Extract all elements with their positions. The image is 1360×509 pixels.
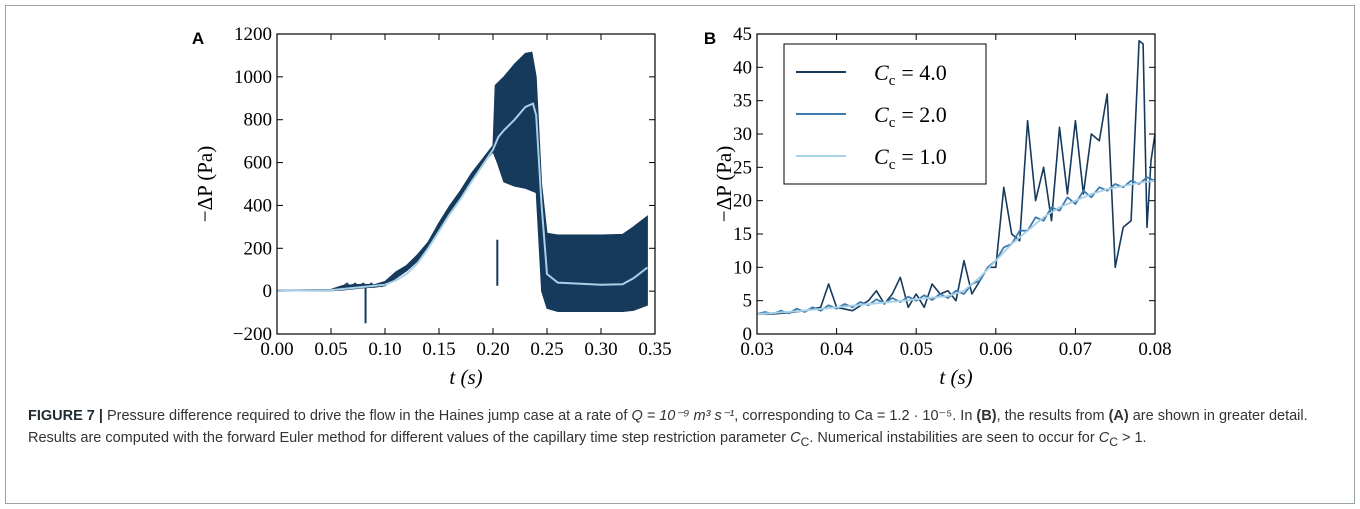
x-tick-label: 0.30 (584, 339, 617, 360)
plot-area (757, 39, 1155, 315)
x-tick-label: 0.20 (476, 339, 509, 360)
caption-text-2: , corresponding to (734, 408, 855, 424)
y-axis-title: −ΔP (Pa) (712, 146, 736, 222)
x-axis-title: t (s) (449, 365, 482, 389)
plot-frame (276, 33, 656, 335)
caption-text-4: , the results from (996, 408, 1109, 424)
y-tick-label: 5 (743, 291, 753, 312)
legend-entry: Cc = 1.0 (874, 144, 947, 173)
y-axis-title: −ΔP (Pa) (193, 146, 217, 222)
panel-label: A (192, 29, 204, 48)
x-axis-title: t (s) (939, 365, 972, 389)
x-tick-label: 0.25 (530, 339, 563, 360)
x-tick-label: 0.04 (820, 339, 854, 360)
y-tick-label: 40 (733, 57, 752, 78)
caption-text-1: Pressure difference required to drive th… (102, 408, 632, 424)
figure-canvas: 0.00 0.05 0.10 0.15 0.20 0.25 0.30 0.35−2000200… (192, 24, 1172, 389)
chart-panel-a: 0.00 0.05 0.10 0.15 0.20 0.25 0.30 0.35 −200 0 200… (192, 24, 672, 389)
y-tick-label: 400 (244, 195, 273, 216)
y-tick-label: 10 (733, 257, 752, 278)
caption-ref-a: (A) (1108, 408, 1129, 424)
y-tick-label: 35 (733, 91, 752, 112)
figure-caption: FIGURE 7 | Pressure difference required … (28, 405, 1338, 453)
caption-cc-subscript-2: C (1109, 434, 1118, 449)
y-tick-label: 25 (733, 157, 752, 178)
y-tick-label: 30 (733, 124, 752, 145)
x-tick-label: 0.07 (1059, 339, 1092, 360)
caption-cc-symbol: C (790, 430, 801, 446)
x-tick-label: 0.00 (260, 339, 293, 360)
x-tick-label: 0.06 (979, 339, 1012, 360)
y-tick-label: 0 (263, 281, 273, 302)
legend-subscript: c (889, 157, 896, 173)
y-tick-label: 600 (244, 153, 273, 174)
y-tick-label: 800 (244, 110, 273, 131)
caption-cc-symbol-2: C (1098, 430, 1110, 446)
caption-text-6: . Numerical instabilities are seen to oc… (809, 430, 1099, 446)
x-tick-label: 0.10 (368, 339, 401, 360)
legend-symbol: C (874, 60, 889, 85)
series-line-2 (757, 179, 1155, 315)
legend-symbol: C (874, 102, 889, 127)
legend-entry: Cc = 4.0 (874, 60, 947, 89)
legend: Cc = 4.0 Cc = 2.0 Cc = 1.0 (783, 43, 987, 185)
y-tick-label: 45 (733, 24, 752, 45)
legend-value: = 2.0 (901, 102, 946, 127)
caption-ref-b: (B) (976, 408, 997, 424)
x-tick-label: 0.05 (314, 339, 347, 360)
series-band-cc-4 (277, 51, 648, 312)
panel-label: B (704, 29, 716, 48)
legend-symbol: C (874, 144, 889, 169)
caption-figure-label: FIGURE 7 | (28, 408, 103, 424)
legend-subscript: c (889, 115, 896, 131)
chart-panel-b: 0.03 0.04 0.05 0.06 0.07 0.08 0 5 10 15 20 25 30 35 40… (704, 24, 1172, 389)
legend-entry: Cc = 2.0 (874, 102, 947, 131)
y-tick-label: 1000 (234, 67, 272, 88)
legend-value: = 4.0 (901, 60, 946, 85)
caption-cc-subscript: C (800, 434, 810, 449)
y-tick-label: 15 (733, 224, 752, 245)
y-tick-label: 20 (733, 191, 752, 212)
caption-text-7: > 1. (1117, 430, 1147, 446)
caption-text-5: are shown in greater detail. Results are… (28, 408, 1308, 446)
plot-frame (756, 33, 1156, 335)
y-tick-label: −200 (233, 324, 272, 345)
series-line-cc-1 (277, 102, 649, 292)
caption-text-3: . In (952, 408, 977, 424)
x-tick-label: 0.03 (740, 339, 773, 360)
y-tick-label: 1200 (234, 24, 272, 45)
x-tick-label: 0.05 (900, 339, 933, 360)
plot-area (277, 51, 649, 324)
x-tick-label: 0.15 (422, 339, 455, 360)
y-tick-label: 0 (743, 324, 753, 345)
figure-frame (5, 5, 1355, 504)
legend-subscript: c (889, 73, 896, 89)
x-tick-label: 0.08 (1138, 339, 1171, 360)
caption-q-formula: Q = 10⁻⁹ m³ s⁻¹ (631, 408, 735, 424)
y-tick-label: 200 (244, 238, 273, 259)
legend-value: = 1.0 (901, 144, 946, 169)
caption-ca-formula: Ca = 1.2 · 10⁻⁵ (854, 408, 953, 424)
x-tick-label: 0.35 (638, 339, 671, 360)
